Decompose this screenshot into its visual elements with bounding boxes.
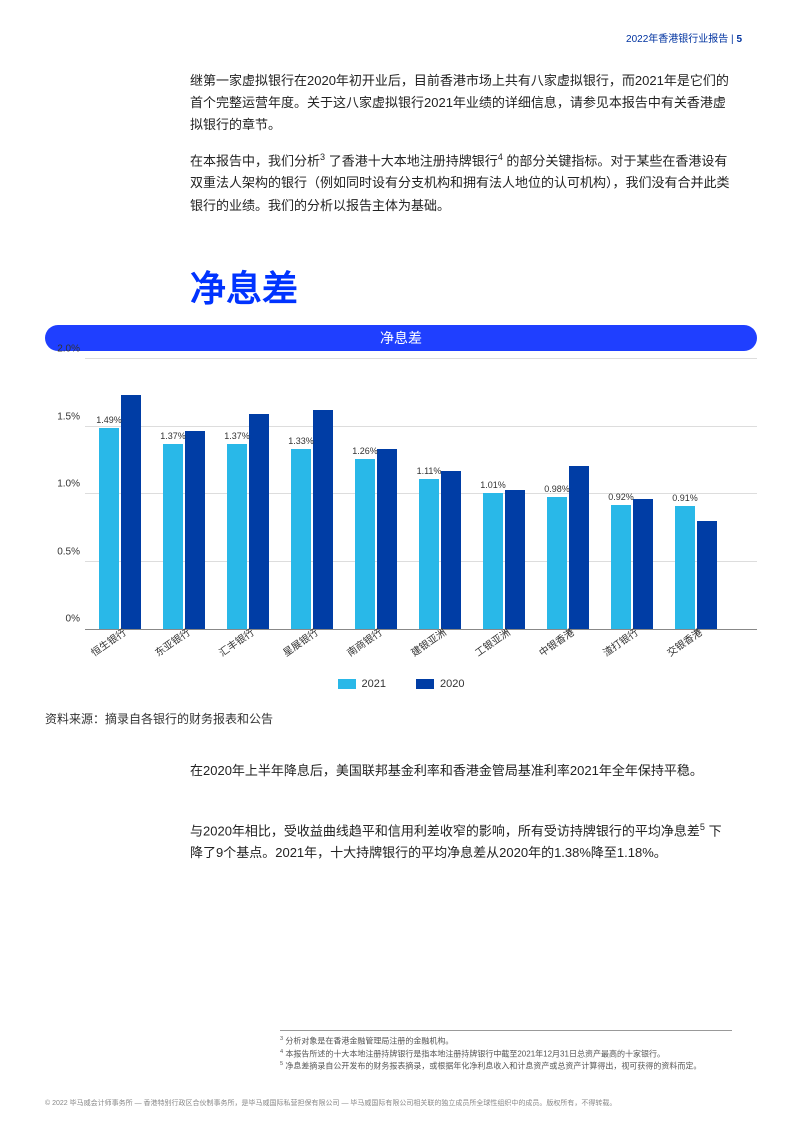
- bar-2021: [419, 479, 439, 629]
- chart-plot: 1.49%恒生银行1.37%东亚银行1.37%汇丰银行1.33%星展银行1.26…: [85, 360, 757, 630]
- gridline: [85, 426, 757, 427]
- section-title: 净息差: [190, 260, 298, 312]
- legend-swatch: [416, 679, 434, 689]
- legend-swatch: [338, 679, 356, 689]
- legend-label: 2020: [440, 678, 464, 690]
- y-tick-label: 2.0%: [57, 344, 80, 355]
- bar-2021: [547, 497, 567, 629]
- bar-2021: [291, 449, 311, 629]
- y-tick-label: 0.5%: [57, 546, 80, 557]
- body-paragraph-1: 在2020年上半年降息后，美国联邦基金利率和香港金管局基准利率2021年全年保持…: [190, 760, 732, 782]
- y-tick-label: 0%: [66, 614, 80, 625]
- bar-2021: [483, 493, 503, 629]
- legend-item: 2020: [416, 678, 464, 690]
- copyright: © 2022 毕马威会计师事务所 — 香港特别行政区合伙制事务所，是毕马威国际私…: [45, 1099, 757, 1108]
- x-axis-label: 交银香港: [663, 624, 704, 659]
- bar-2021: [355, 459, 375, 629]
- body-paragraph-2: 与2020年相比，受收益曲线趋平和信用利差收窄的影响，所有受访持牌银行的平均净息…: [190, 820, 732, 865]
- intro-paragraph-1: 继第一家虚拟银行在2020年初开业后，目前香港市场上共有八家虚拟银行，而2021…: [190, 70, 732, 136]
- legend-label: 2021: [362, 678, 386, 690]
- x-axis-label: 工银亚洲: [471, 624, 512, 659]
- bar-value-label: 0.98%: [544, 484, 570, 494]
- nim-bar-chart: 0%0.5%1.0%1.5%2.0% 1.49%恒生银行1.37%东亚银行1.3…: [45, 360, 757, 690]
- y-axis: 0%0.5%1.0%1.5%2.0%: [45, 360, 85, 630]
- bar-2020: [441, 471, 461, 629]
- x-axis-label: 东亚银行: [151, 624, 192, 659]
- x-axis-label: 恒生银行: [87, 624, 128, 659]
- chart-source: 资料来源：摘录自各银行的财务报表和公告: [45, 710, 273, 727]
- bar-2021: [163, 444, 183, 629]
- bar-value-label: 0.92%: [608, 492, 634, 502]
- bar-value-label: 1.11%: [417, 466, 442, 476]
- y-tick-label: 1.5%: [57, 411, 80, 422]
- chart-legend: 2021 2020: [45, 678, 757, 690]
- bar-value-label: 1.37%: [224, 431, 250, 441]
- intro-paragraph-2: 在本报告中，我们分析3 了香港十大本地注册持牌银行4 的部分关键指标。对于某些在…: [190, 150, 732, 217]
- bar-2020: [185, 431, 205, 629]
- bar-2021: [99, 428, 119, 629]
- bar-2020: [377, 449, 397, 629]
- x-axis-label: 渣打银行: [599, 624, 640, 659]
- bar-2021: [611, 505, 631, 629]
- bar-2021: [227, 444, 247, 629]
- report-name: 2022年香港银行业报告: [626, 34, 728, 45]
- x-axis-label: 汇丰银行: [215, 624, 256, 659]
- bar-2021: [675, 506, 695, 629]
- bar-2020: [697, 521, 717, 629]
- bar-2020: [121, 395, 141, 629]
- page-header: 2022年香港银行业报告 | 5: [626, 30, 742, 45]
- x-axis-label: 建银亚洲: [407, 624, 448, 659]
- bar-2020: [313, 410, 333, 629]
- footnote-3: 3 分析对象是在香港金融管理局注册的金融机构。: [280, 1035, 732, 1048]
- x-axis-label: 星展银行: [279, 624, 320, 659]
- x-axis-label: 南商银行: [343, 624, 384, 659]
- bar-2020: [633, 499, 653, 629]
- y-tick-label: 1.0%: [57, 479, 80, 490]
- gridline: [85, 358, 757, 359]
- page-number: 5: [736, 34, 742, 45]
- bar-2020: [505, 490, 525, 629]
- bar-value-label: 1.01%: [480, 480, 506, 490]
- bar-value-label: 0.91%: [672, 493, 698, 503]
- bar-2020: [249, 414, 269, 629]
- footnotes: 3 分析对象是在香港金融管理局注册的金融机构。 4 本报告所述的十大本地注册持牌…: [280, 1030, 732, 1073]
- x-axis-label: 中银香港: [535, 624, 576, 659]
- chart-banner: 净息差: [45, 325, 757, 351]
- bar-value-label: 1.33%: [288, 436, 314, 446]
- legend-item: 2021: [338, 678, 386, 690]
- footnote-5: 5 净息差摘录自公开发布的财务报表摘录，或根据年化净利息收入和计息资产或总资产计…: [280, 1060, 732, 1073]
- bar-value-label: 1.49%: [96, 415, 122, 425]
- bar-value-label: 1.26%: [352, 446, 378, 456]
- bar-value-label: 1.37%: [160, 431, 186, 441]
- footnote-4: 4 本报告所述的十大本地注册持牌银行是指本地注册持牌银行中截至2021年12月3…: [280, 1048, 732, 1061]
- bar-2020: [569, 466, 589, 629]
